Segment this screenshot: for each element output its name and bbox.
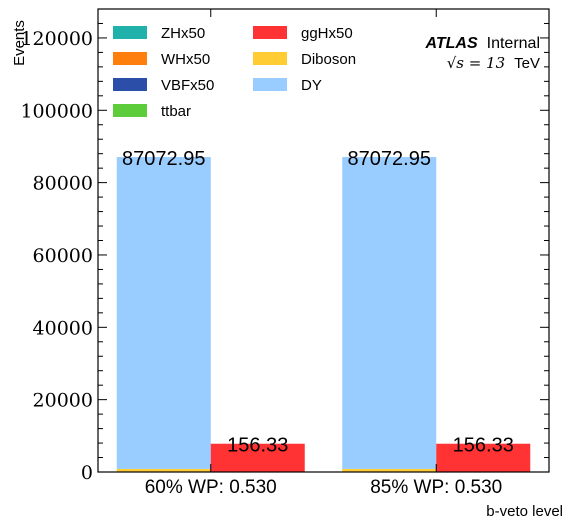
x-tick-label: 85% WP: 0.530 <box>370 477 502 498</box>
data-labels-layer: 87072.95 87072.95 156.33 156.33 <box>122 148 514 457</box>
bar-gghx50 <box>436 443 531 472</box>
atlas-experiment: ATLAS <box>424 35 477 52</box>
legend-label-vbfx50: VBFx50 <box>161 77 214 94</box>
x-tick-label: 60% WP: 0.530 <box>145 477 277 498</box>
bars-layer <box>116 157 531 472</box>
atlas-label: ATLAS Internal <box>424 35 540 52</box>
bar-gghx50 <box>210 443 305 472</box>
legend-swatch-zhx50 <box>113 26 147 39</box>
y-tick-label: 80000 <box>33 173 93 195</box>
y-tick-label: 120000 <box>20 28 93 50</box>
y-tick-label: 20000 <box>33 390 93 412</box>
legend-label-dy: DY <box>301 77 322 94</box>
legend-swatch-whx50 <box>113 52 147 65</box>
legend-label-zhx50: ZHx50 <box>161 25 205 42</box>
y-tick-label: 100000 <box>20 100 93 122</box>
legend-swatch-gghx50 <box>253 26 287 39</box>
legend-label-whx50: WHx50 <box>161 51 210 68</box>
legend-swatch-dy <box>253 78 287 91</box>
bar-dy <box>116 157 211 469</box>
y-tick-label: 0 <box>81 462 93 484</box>
bar-dy <box>342 157 437 469</box>
y-tick-label: 60000 <box>33 245 93 267</box>
legend-swatch-ttbar <box>113 104 147 117</box>
legend: ZHx50 WHx50 VBFx50 ttbar ggHx50 Diboson DY <box>113 25 356 120</box>
legend-label-diboson: Diboson <box>301 51 356 68</box>
y-axis-label: Events <box>11 20 28 66</box>
energy-unit: TeV <box>514 55 540 72</box>
bar-total-label: 156.33 <box>453 435 514 457</box>
x-axis-label: b-veto level <box>486 503 563 520</box>
legend-label-ttbar: ttbar <box>161 103 191 120</box>
bar-total-label: 87072.95 <box>348 148 431 170</box>
legend-label-gghx50: ggHx50 <box>301 25 353 42</box>
energy-label: √s = 13 TeV <box>447 54 540 72</box>
energy-value: √s = 13 <box>447 54 505 72</box>
atlas-status: Internal <box>487 35 540 52</box>
bar-total-label: 156.33 <box>227 435 288 457</box>
axes-layer: 0 20000 40000 60000 80000 100000 120000 60% WP:… <box>20 8 550 498</box>
bar-diboson <box>116 468 211 472</box>
y-tick-label: 40000 <box>33 317 93 339</box>
bar-diboson <box>342 468 437 472</box>
legend-swatch-diboson <box>253 52 287 65</box>
legend-swatch-vbfx50 <box>113 78 147 91</box>
atlas-annotation: ATLAS Internal √s = 13 TeV <box>424 35 540 72</box>
bar-total-label: 87072.95 <box>122 148 205 170</box>
